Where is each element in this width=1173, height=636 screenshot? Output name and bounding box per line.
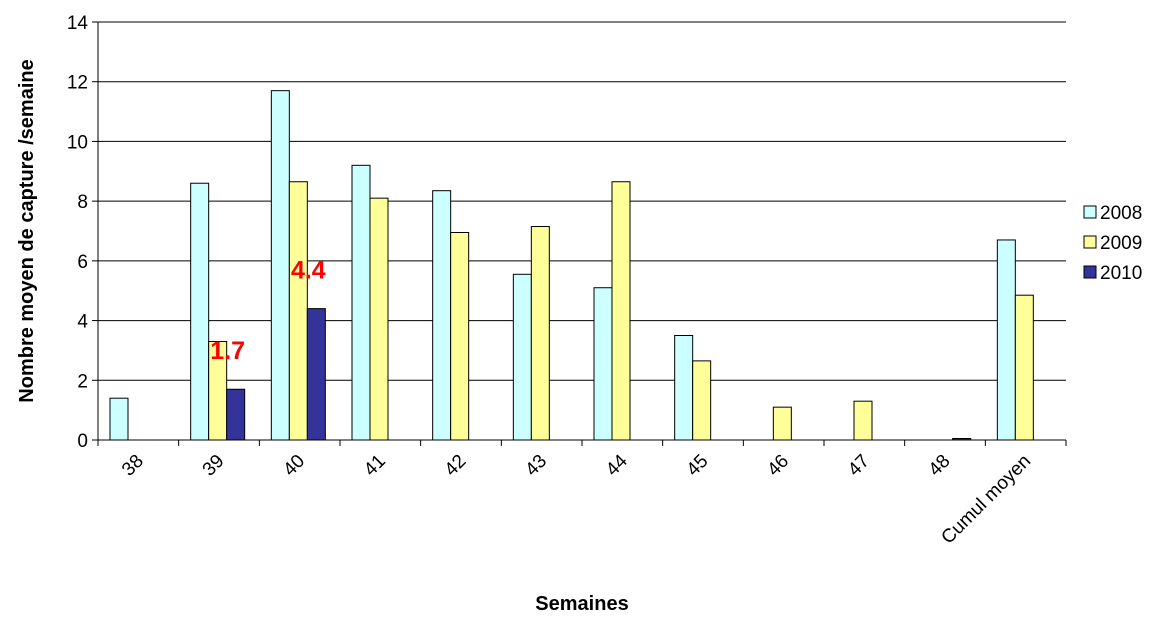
bar-2010-39 [226,388,246,441]
axes [97,22,1066,441]
x-tick-label: 47 [844,451,874,481]
legend-label-2008: 2008 [1100,203,1142,224]
bar-2008-cumul-moyen [996,239,1016,441]
y-tick-label: 10 [67,132,88,153]
y-tick-label: 0 [77,431,88,452]
bar-2008-40 [270,90,290,441]
x-tick-label: 38 [118,451,148,481]
x-tick-label: 43 [521,451,551,481]
y-axis-title: Nombre moyen de capture /semaine [16,59,38,402]
bar-2008-41 [351,164,371,441]
y-tick-label: 4 [77,312,88,333]
x-tick-label: 45 [683,451,713,481]
y-tick-label: 2 [77,371,88,392]
y-tick-label: 6 [77,252,88,273]
bars [109,90,1034,441]
x-tick-label: 48 [925,451,955,481]
bar-2008-45 [674,335,694,441]
bar-2010-40 [306,308,326,441]
legend-label-2010: 2010 [1100,263,1142,284]
legend: 2008 2009 2010 [1083,203,1142,284]
legend-swatch-2008 [1083,205,1097,219]
x-tick-label: 44 [602,450,632,480]
x-tick-label: 46 [763,451,793,481]
bar-2008-39 [190,182,210,441]
bar-2008-38 [109,397,129,441]
bar-2009-cumul-moyen [1014,294,1034,441]
x-tick-label: 42 [441,451,471,481]
gridlines [98,21,1066,381]
x-axis-title: Semaines [535,593,628,615]
data-labels: 1.7 4.4 [210,257,326,366]
legend-swatch-2010 [1083,265,1097,279]
data-label: 1.7 [210,337,245,365]
legend-label-2009: 2009 [1100,233,1142,254]
bar-2009-42 [450,231,470,441]
x-tick-label: 40 [279,451,309,481]
y-tick-label: 14 [67,13,89,34]
bar-2009-45 [692,360,712,441]
data-label: 4.4 [291,257,326,285]
bar-2008-42 [432,190,452,441]
bar-2009-46 [772,406,792,441]
y-tick-label: 12 [67,73,88,94]
bar-2008-43 [512,273,532,441]
legend-swatch-2009 [1083,235,1097,249]
x-tick-label: 39 [199,451,229,481]
bar-2008-44 [593,287,613,441]
bar-2009-47 [853,400,873,441]
bar-2009-44 [611,181,631,441]
bar-2009-43 [530,226,550,441]
bar-2009-40 [288,181,308,441]
y-tick-label: 8 [77,192,88,213]
x-tick-label: 41 [360,451,390,481]
y-tick-labels: 0 2 4 6 8 10 12 14 [67,13,98,452]
bar-2009-41 [369,197,389,441]
